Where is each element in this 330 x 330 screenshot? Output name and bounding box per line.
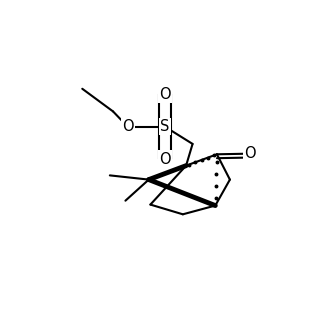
Text: O: O [244, 146, 256, 161]
Text: O: O [122, 119, 134, 134]
Text: S: S [160, 119, 170, 134]
Text: O: O [159, 152, 171, 167]
Text: O: O [159, 87, 171, 102]
